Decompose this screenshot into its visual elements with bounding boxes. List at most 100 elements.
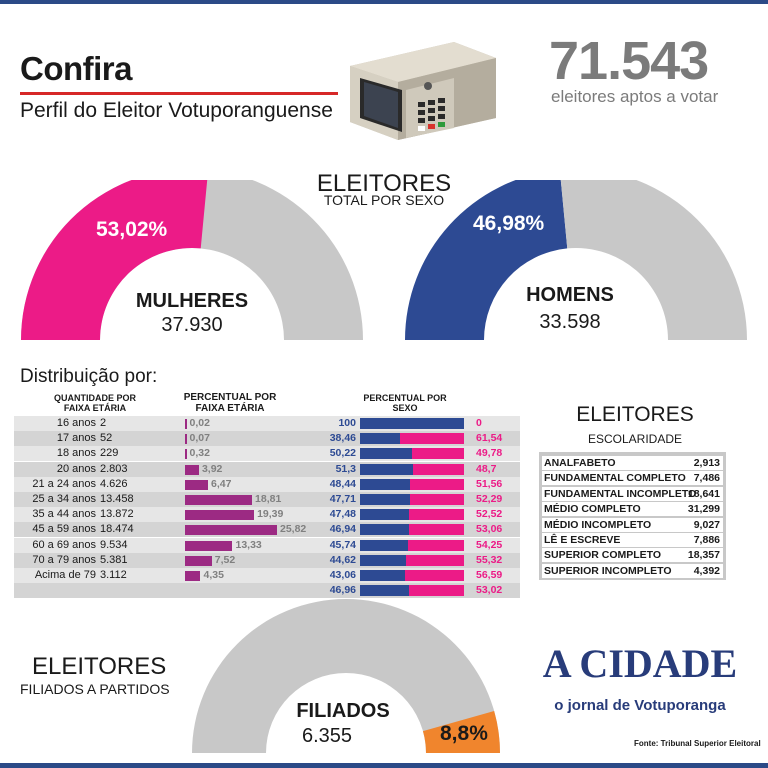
female-pct-label: 53,06 (476, 523, 503, 536)
men-label: HOMENS (526, 284, 614, 306)
header-pct: PERCENTUAL POR FAIXA ETÁRIA (183, 392, 277, 414)
age-group-label: 70 a 79 anos (32, 553, 96, 566)
education-count: 2,913 (693, 457, 720, 469)
education-row: SUPERIOR COMPLETO 18,357 (542, 548, 723, 563)
age-group-count: 4.626 (100, 477, 128, 490)
age-pct-bar (185, 525, 277, 536)
age-pct-bar (185, 495, 253, 505)
men-percent: 46,98% (473, 212, 545, 235)
female-pct-label: 51,56 (476, 477, 503, 490)
age-group-label: 45 a 59 anos (32, 523, 96, 536)
age-group-count: 3.112 (100, 569, 127, 581)
education-count: 4,392 (693, 564, 720, 577)
male-pct-bar (360, 463, 464, 475)
age-group-label: 35 a 44 anos (32, 508, 96, 521)
men-gauge-slice (405, 180, 568, 340)
bottom-border (0, 763, 768, 768)
female-pct-label: 0 (476, 417, 482, 429)
female-pct-label: 54,25 (476, 538, 503, 551)
education-row: SUPERIOR INCOMPLETO 4,392 (542, 563, 723, 578)
age-group-count: 2.803 (100, 462, 128, 475)
age-pct-label: 7,52 (214, 553, 236, 566)
education-count: 9,027 (693, 518, 720, 531)
education-level: SUPERIOR INCOMPLETO (544, 564, 672, 577)
male-pct-bar (360, 524, 464, 536)
education-level: FUNDAMENTAL COMPLETO (544, 472, 686, 485)
men-count: 33.598 (539, 311, 601, 333)
female-pct-label: 56,59 (476, 569, 503, 581)
education-count: 18,357 (687, 549, 720, 562)
female-pct-label: 53,02 (476, 584, 503, 597)
table-row: 35 a 44 anos 13.872 19,39 47,48 52,52 (14, 507, 520, 523)
age-group-count: 5.381 (100, 553, 128, 566)
table-row: 45 a 59 anos 18.474 25,82 46,94 53,06 (14, 522, 520, 538)
age-group-count: 18.474 (100, 523, 134, 536)
male-pct-label: 47,48 (329, 508, 356, 521)
table-row: 21 a 24 anos 4.626 6,47 48,44 51,56 (14, 476, 520, 492)
male-pct-label: 47,71 (329, 493, 356, 505)
sex-section-title: ELEITORES (316, 170, 452, 197)
male-pct-label: 44,62 (329, 553, 356, 566)
male-pct-label: 43,06 (329, 569, 356, 581)
age-group-count: 2 (100, 417, 107, 429)
male-pct-label: 46,94 (329, 523, 356, 536)
table-row: 60 a 69 anos 9.534 13,33 45,74 54,25 (14, 537, 520, 553)
affiliated-title: ELEITORES (32, 653, 167, 680)
male-pct-bar (360, 570, 464, 581)
male-pct-bar (360, 448, 464, 460)
female-pct-label: 52,52 (476, 508, 503, 521)
women-count: 37.930 (161, 314, 223, 336)
female-pct-bar (413, 463, 464, 475)
age-pct-label: 4,35 (203, 569, 224, 581)
table-row: 16 anos 2 0,02 100 0 (14, 416, 520, 431)
age-pct-label: 18,81 (255, 493, 282, 505)
title-underline (20, 92, 338, 95)
voting-machine-icon (350, 42, 496, 140)
male-pct-bar (360, 554, 464, 566)
table-row: 18 anos 229 0,32 50,22 49,78 (14, 446, 520, 462)
age-pct-label: 0,07 (189, 432, 210, 445)
education-level: LÊ E ESCREVE (544, 534, 621, 546)
age-group-count: 52 (100, 432, 113, 445)
affiliated-gauge-chart (192, 599, 500, 753)
male-pct-label: 46,96 (329, 584, 356, 597)
men-gauge-track (560, 180, 747, 340)
female-pct-bar (406, 554, 464, 566)
female-pct-label: 55,32 (476, 553, 503, 566)
age-pct-label: 0,32 (189, 447, 210, 460)
page-subtitle: Perfil do Eleitor Votuporanguense (20, 99, 333, 122)
male-pct-bar (360, 433, 464, 445)
age-group-label: 18 anos (56, 447, 96, 460)
male-pct-bar (360, 494, 464, 505)
female-pct-bar (412, 448, 464, 460)
age-group-label: 17 anos (56, 432, 96, 445)
affiliated-gauge-track (192, 599, 500, 753)
female-pct-bar (407, 539, 464, 551)
age-pct-bar (185, 464, 199, 475)
education-row: ANALFABETO 2,913 (542, 456, 723, 470)
male-pct-label: 48,44 (329, 477, 356, 490)
female-pct-label: 61,54 (476, 432, 503, 445)
education-level: ANALFABETO (544, 457, 616, 469)
top-border (0, 0, 768, 4)
total-voters-label: eleitores aptos a votar (551, 87, 719, 106)
age-group-count: 13.458 (100, 493, 134, 505)
female-pct-bar (409, 509, 464, 521)
female-pct-bar (408, 585, 464, 597)
education-title: ELEITORES (576, 403, 694, 426)
age-pct-bar (185, 449, 187, 460)
table-row: 46,96 53,02 (14, 583, 520, 599)
male-pct-label: 100 (338, 417, 356, 429)
age-pct-label: 6,47 (211, 477, 232, 490)
affiliated-label: FILIADOS (296, 700, 390, 722)
male-pct-label: 50,22 (329, 447, 356, 460)
education-count: 7,486 (693, 472, 720, 485)
affiliated-count: 6.355 (301, 725, 353, 747)
education-count: 31,299 (687, 503, 720, 516)
affiliated-percent: 8,8% (440, 722, 488, 745)
age-pct-label: 25,82 (280, 523, 307, 536)
male-pct-label: 45,74 (329, 538, 356, 551)
male-pct-bar (360, 478, 464, 490)
affiliated-subtitle: FILIADOS A PARTIDOS (20, 681, 170, 697)
